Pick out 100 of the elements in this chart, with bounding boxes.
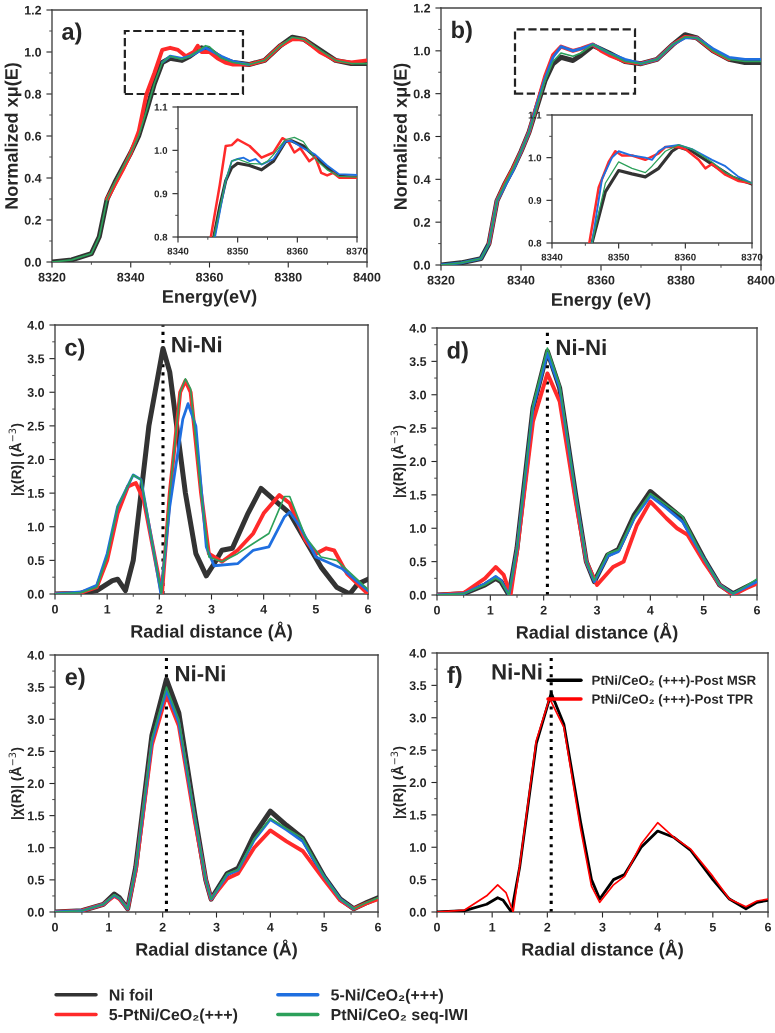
ref-line-label: Ni-Ni — [492, 663, 542, 680]
x-tick-label: 8340 — [117, 272, 145, 282]
x-tick-label: 8360 — [286, 247, 308, 255]
legend-label: PtNi/CeO₂ (+++)-Post MSR — [592, 675, 756, 688]
x-axis-title: Radial distance (Å) — [136, 939, 297, 960]
y-axis-title: Normalized xμ(E) — [4, 63, 22, 209]
y-axis-title: |χ(R)| (Å$^{−3}$) — [390, 425, 407, 497]
y-tick-label: 1.0 — [410, 524, 427, 533]
y-tick-label: 0.6 — [413, 132, 431, 142]
y-tick-label: 3.5 — [409, 681, 427, 691]
x-tick-label: 4 — [260, 604, 268, 614]
annotation: d) — [447, 341, 468, 364]
y-tick-label: 0.4 — [413, 175, 431, 184]
y-tick-label: 3.0 — [409, 390, 427, 400]
x-axis-title: Radial distance (Å) — [131, 621, 292, 642]
legend-label: PtNi/CeO₂ (+++)-Post TPR — [592, 694, 753, 707]
x-tick-label: 8360 — [587, 275, 615, 285]
y-tick-label: 1.5 — [28, 489, 45, 498]
y-tick-label: 2.5 — [409, 423, 427, 433]
y-tick-label: 1.0 — [28, 843, 45, 853]
x-tick-label: 8360 — [674, 253, 696, 261]
y-tick-label: 2.0 — [409, 778, 427, 788]
x-tick-label: 8360 — [195, 272, 223, 282]
y-tick-label: 0.2 — [413, 217, 431, 227]
y-tick-label: 4.0 — [27, 650, 45, 660]
x-tick-label: 1 — [489, 922, 496, 932]
y-tick-label: 0.0 — [27, 589, 45, 599]
y-tick-label: 0.0 — [413, 260, 431, 270]
y-tick-label: 3.0 — [27, 715, 45, 724]
y-tick-label: 2.5 — [409, 745, 427, 755]
y-tick-label: 1.0 — [410, 843, 427, 852]
y-tick-label: 2.0 — [27, 779, 45, 789]
x-tick-label: 3 — [213, 922, 220, 932]
annotation: a) — [62, 22, 82, 45]
x-tick-label: 8350 — [608, 253, 630, 261]
y-tick-label: 1.5 — [410, 490, 427, 500]
x-tick-label: 8380 — [274, 272, 302, 282]
x-tick-label: 0 — [52, 604, 58, 614]
legend-label: PtNi/CeO₂ seq-IWI — [331, 1008, 468, 1024]
x-tick-label: 5 — [321, 922, 328, 932]
x-axis-title: Radial distance (Å) — [516, 622, 678, 643]
y-tick-label: 1.0 — [414, 46, 431, 56]
y-tick-label: 0.6 — [24, 131, 42, 141]
x-tick-label: 6 — [753, 605, 761, 615]
x-tick-label: 8320 — [38, 272, 66, 282]
x-tick-label: 8350 — [227, 247, 249, 255]
y-tick-label: 0.5 — [27, 556, 45, 566]
x-axis-title: Energy(eV) — [163, 289, 257, 307]
y-tick-label: 1.0 — [25, 47, 42, 57]
ref-line-label: Ni-Ni — [172, 336, 222, 353]
y-tick-label: 1.2 — [25, 5, 42, 15]
x-tick-label: 3 — [593, 605, 601, 615]
y-tick-label: 4.0 — [409, 648, 427, 658]
y-tick-label: 0.9 — [154, 190, 168, 198]
x-tick-label: 2 — [540, 605, 547, 615]
ref-line-label: Ni-Ni — [176, 665, 225, 682]
x-tick-label: 8340 — [541, 253, 563, 261]
y-tick-label: 2.0 — [27, 455, 45, 465]
y-axis-title: |χ(R)| (Å$^{−3}$) — [8, 747, 25, 819]
x-tick-label: 0 — [434, 605, 440, 615]
y-tick-label: 1.5 — [28, 811, 45, 821]
y-tick-label: 0.0 — [27, 907, 45, 917]
x-tick-label: 5 — [709, 922, 716, 932]
y-tick-label: 3.5 — [27, 354, 45, 364]
x-tick-label: 5 — [312, 604, 319, 614]
y-tick-label: 3.0 — [409, 713, 427, 723]
x-tick-label: 3 — [599, 922, 606, 932]
x-tick-label: 6 — [374, 922, 382, 932]
y-axis-title: Normalized xμ(E) — [393, 63, 411, 210]
y-tick-label: 0.2 — [24, 215, 42, 225]
y-tick-label: 0.0 — [409, 907, 427, 917]
x-tick-label: 2 — [156, 604, 163, 614]
ref-line-label: Ni-Ni — [556, 339, 606, 356]
x-tick-label: 0 — [434, 922, 440, 932]
y-tick-label: 4.0 — [27, 320, 45, 330]
y-tick-label: 3.5 — [27, 682, 45, 692]
y-tick-label: 0.4 — [24, 173, 42, 183]
x-tick-label: 1 — [487, 605, 494, 615]
annotation: c) — [65, 338, 85, 361]
annotation: b) — [452, 20, 472, 43]
x-tick-label: 4 — [267, 922, 274, 932]
y-tick-label: 0.8 — [154, 233, 168, 241]
y-tick-label: 1.1 — [154, 103, 168, 111]
x-tick-label: 2 — [544, 922, 551, 932]
y-axis-title: |χ(R)| (Å$^{−3}$) — [390, 746, 407, 818]
legend-label: 5-PtNi/CeO₂(+++) — [109, 1008, 238, 1024]
y-tick-label: 4.0 — [409, 323, 427, 333]
y-tick-label: 2.5 — [27, 747, 45, 757]
legend-label: 5-Ni/CeO₂(+++) — [331, 988, 443, 1004]
y-tick-label: 0.0 — [24, 257, 42, 267]
y-tick-label: 1.0 — [528, 154, 542, 162]
x-axis-title: Radial distance (Å) — [522, 939, 683, 960]
x-tick-label: 8400 — [747, 275, 775, 285]
x-tick-label: 8320 — [427, 275, 455, 285]
y-tick-label: 2.5 — [27, 421, 45, 431]
y-tick-label: 0.8 — [528, 239, 542, 247]
x-tick-label: 2 — [159, 922, 166, 932]
y-tick-label: 1.2 — [414, 3, 431, 13]
y-tick-label: 3.0 — [27, 388, 45, 397]
y-tick-label: 0.5 — [409, 557, 427, 567]
